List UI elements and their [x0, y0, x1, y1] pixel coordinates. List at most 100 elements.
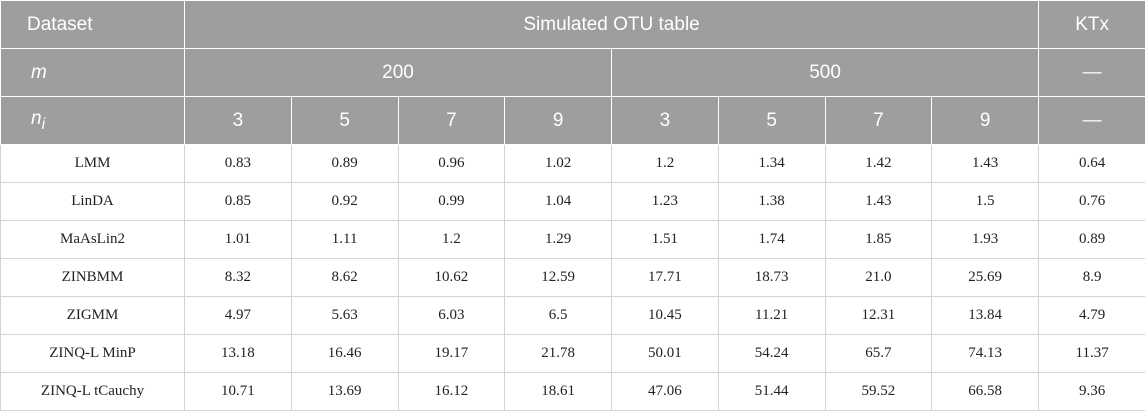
table-cell: 18.61: [504, 372, 612, 411]
header-row: ni 3 5 7 9 3 5 7 9—: [0, 96, 1145, 145]
header-cell: m: [0, 48, 185, 97]
table-cell: 74.13: [931, 334, 1040, 373]
table-cell: 8.32: [184, 258, 292, 297]
header-cell: 3: [184, 96, 292, 145]
table-cell: 5.63: [290, 296, 399, 335]
table-row: ZIGMM 4.97 5.63 6.03 6.5 10.45 11.21 12.31 13.84…: [0, 296, 1145, 335]
table-cell: 1.93: [931, 220, 1040, 259]
table-cell: 0.76: [1038, 182, 1145, 221]
table-cell: 1.02: [504, 144, 612, 183]
table-cell: 8.9: [1038, 258, 1145, 297]
table-cell: 13.69: [290, 372, 399, 411]
header-cell: 7: [397, 96, 506, 145]
table-cell: 0.99: [397, 182, 506, 221]
header-cell: 5: [290, 96, 399, 145]
table-cell: 25.69: [931, 258, 1040, 297]
table-cell: 0.83: [184, 144, 292, 183]
header-cell: 7: [824, 96, 933, 145]
table-cell: 8.62: [290, 258, 399, 297]
table-cell: 1.43: [931, 144, 1040, 183]
table-cell: 1.5: [931, 182, 1040, 221]
table-cell: 1.11: [290, 220, 399, 259]
table-cell: 10.71: [184, 372, 292, 411]
table-cell: 11.21: [717, 296, 826, 335]
table-cell: 1.74: [717, 220, 826, 259]
table-cell: 17.71: [611, 258, 719, 297]
table-cell: 12.59: [504, 258, 612, 297]
table-cell: 59.52: [824, 372, 933, 411]
table-body: LMM 0.83 0.89 0.96 1.02 1.2 1.34 1.42 1.43 0.64 Li…: [0, 144, 1145, 411]
header-cell: 9: [931, 96, 1040, 145]
table-cell: 1.42: [824, 144, 933, 183]
header-symbol: m: [31, 61, 47, 83]
header-cell: Simulated OTU table: [183, 0, 1040, 49]
table-cell: 0.85: [184, 182, 292, 221]
table-cell: 12.31: [824, 296, 933, 335]
table-cell: 1.2: [611, 144, 719, 183]
header-cell: —: [1038, 48, 1145, 97]
table-cell: MaAsLin2: [0, 220, 185, 259]
table-cell: 10.62: [397, 258, 506, 297]
table-cell: 0.64: [1038, 144, 1145, 183]
table-cell: 21.0: [824, 258, 933, 297]
table-cell: 13.84: [931, 296, 1040, 335]
table-cell: ZINQ-L MinP: [0, 334, 185, 373]
table-row: ZINQ-L MinP 13.18 16.46 19.17 21.78 50.01 54.2…: [0, 334, 1145, 373]
table-cell: 0.96: [397, 144, 506, 183]
header-symbol: ni: [31, 107, 46, 133]
table-cell: 16.46: [290, 334, 399, 373]
table-cell: ZIGMM: [0, 296, 185, 335]
header-cell: KTx: [1038, 0, 1145, 49]
table-cell: 10.45: [611, 296, 719, 335]
table-cell: 54.24: [717, 334, 826, 373]
table-cell: 47.06: [611, 372, 719, 411]
header-row: Dataset Simulated OTU table KTx: [0, 0, 1145, 49]
table-cell: 1.01: [184, 220, 292, 259]
table-cell: ZINBMM: [0, 258, 185, 297]
table-row: LinDA 0.85 0.92 0.99 1.04 1.23 1.38 1.43 1.5 0.76: [0, 182, 1145, 221]
table-cell: 1.43: [824, 182, 933, 221]
table-cell: 1.2: [397, 220, 506, 259]
table-cell: 1.51: [611, 220, 719, 259]
table-cell: 66.58: [931, 372, 1040, 411]
table-cell: 0.89: [290, 144, 399, 183]
table-cell: 11.37: [1038, 334, 1145, 373]
table-cell: 65.7: [824, 334, 933, 373]
header-row: m 200 500—: [0, 48, 1145, 97]
table-row: ZINBMM 8.32 8.62 10.62 12.59 17.71 18.73 21.0 25…: [0, 258, 1145, 297]
table-cell: 1.29: [504, 220, 612, 259]
table-cell: 4.79: [1038, 296, 1145, 335]
header-cell: 3: [611, 96, 719, 145]
table-cell: 1.23: [611, 182, 719, 221]
table-cell: 1.85: [824, 220, 933, 259]
header-cell: Dataset: [0, 0, 185, 49]
table-cell: 9.36: [1038, 372, 1145, 411]
table-row: MaAsLin2 1.01 1.11 1.2 1.29 1.51 1.74 1.85 1.93 0…: [0, 220, 1145, 259]
header-cell: 500: [610, 48, 1040, 97]
table-cell: 1.04: [504, 182, 612, 221]
table-cell: LinDA: [0, 182, 185, 221]
table-row: LMM 0.83 0.89 0.96 1.02 1.2 1.34 1.42 1.43 0.64: [0, 144, 1145, 183]
table-cell: 6.5: [504, 296, 612, 335]
header-cell: —: [1038, 96, 1145, 145]
table-cell: 51.44: [717, 372, 826, 411]
table-cell: 50.01: [611, 334, 719, 373]
table-cell: 1.38: [717, 182, 826, 221]
table-cell: 21.78: [504, 334, 612, 373]
header-subscript: i: [41, 115, 46, 133]
table-cell: 0.89: [1038, 220, 1145, 259]
header-cell: 5: [717, 96, 826, 145]
table-cell: 1.34: [717, 144, 826, 183]
header-cell: 200: [184, 48, 612, 97]
table-cell: 18.73: [717, 258, 826, 297]
table-cell: 0.92: [290, 182, 399, 221]
table-cell: 4.97: [184, 296, 292, 335]
table-header: Dataset Simulated OTU table KTx m 200 500— ni 3…: [0, 0, 1145, 145]
table-cell: LMM: [0, 144, 185, 183]
table-cell: ZINQ-L tCauchy: [0, 372, 185, 411]
header-cell: ni: [0, 96, 185, 145]
table-cell: 13.18: [184, 334, 292, 373]
header-cell: 9: [504, 96, 612, 145]
